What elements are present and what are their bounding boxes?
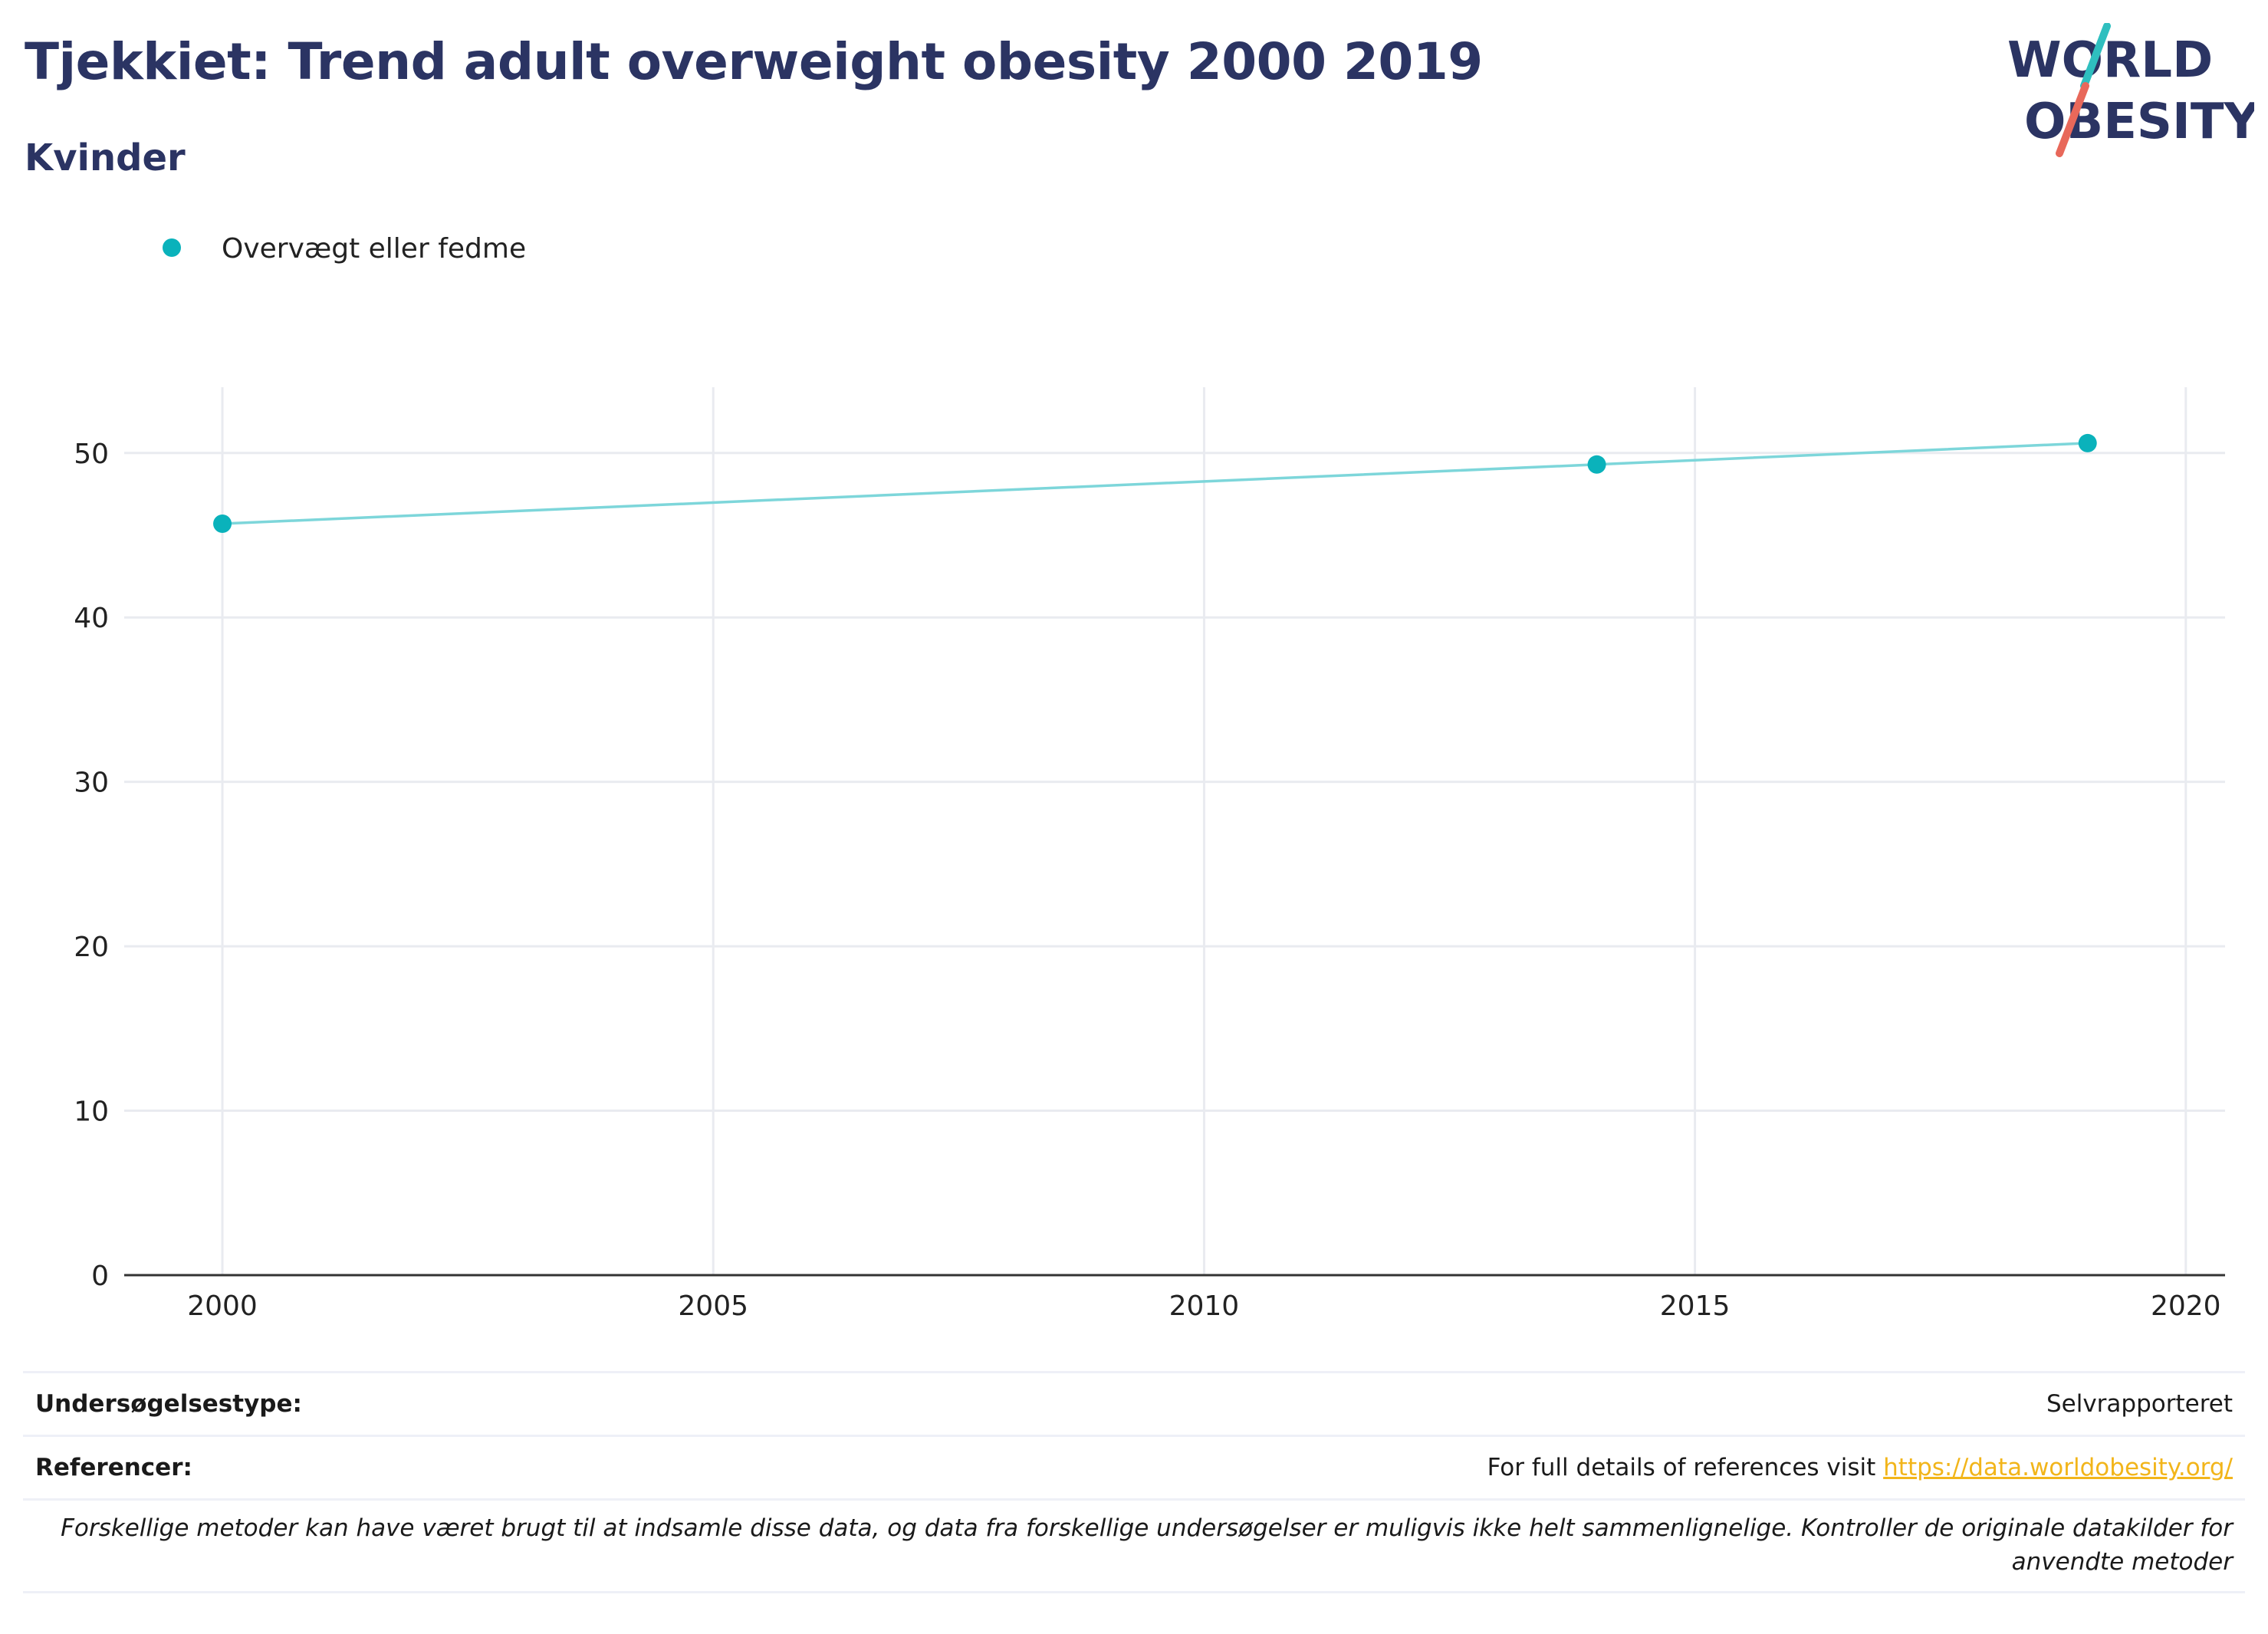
data-point [213,514,232,533]
survey-type-label: Undersøgelsestype: [35,1390,302,1418]
line-chart: 2000 2005 2010 2015 2020 0 10 20 30 40 50 Overvægt… [74,233,2225,1322]
references-value: For full details of references visit htt… [1487,1454,2245,1481]
y-tick-label: 50 [74,439,109,470]
world-obesity-logo: WORLD OBESITY [2007,23,2254,157]
logo-slash-coral [2056,82,2089,157]
legend-label: Overvægt eller fedme [222,233,526,265]
legend: Overvægt eller fedme [163,233,526,265]
series-layer [213,433,2097,533]
logo-word-world: WORLD [2007,32,2213,89]
references-link[interactable]: https://data.worldobesity.org/ [1883,1454,2233,1481]
x-tick-label: 2005 [678,1290,748,1322]
references-row: Referencer: For full details of referenc… [23,1435,2245,1498]
grid-lines [124,387,2225,1275]
chart-title: Tjekkiet: Trend adult overweight obesity… [25,32,1483,91]
x-tick-label: 2015 [1660,1290,1731,1322]
axes: 2000 2005 2010 2015 2020 0 10 20 30 40 50 [74,439,2225,1322]
legend-marker [163,238,181,257]
y-tick-label: 10 [74,1096,109,1128]
data-point [2078,433,2097,452]
y-tick-label: 40 [74,603,109,634]
references-text: For full details of references visit [1487,1454,1884,1481]
x-tick-label: 2000 [187,1290,258,1322]
references-label: Referencer: [35,1454,192,1481]
y-tick-label: 20 [74,932,109,963]
survey-type-value: Selvrapporteret [2046,1390,2233,1418]
survey-type-row: Undersøgelsestype: Selvrapporteret [23,1371,2245,1435]
chart-subtitle: Kvinder [25,136,186,179]
logo-slash-teal [2080,23,2111,90]
methods-note: Forskellige metoder kan have været brugt… [23,1498,2245,1593]
y-tick-label: 30 [74,768,109,799]
y-tick-label: 0 [91,1261,109,1292]
x-tick-label: 2010 [1169,1290,1240,1322]
x-tick-label: 2020 [2151,1290,2221,1322]
footer-table: Undersøgelsestype: Selvrapporteret Refer… [23,1371,2245,1593]
data-point [1587,455,1606,474]
series-line [222,442,2088,525]
